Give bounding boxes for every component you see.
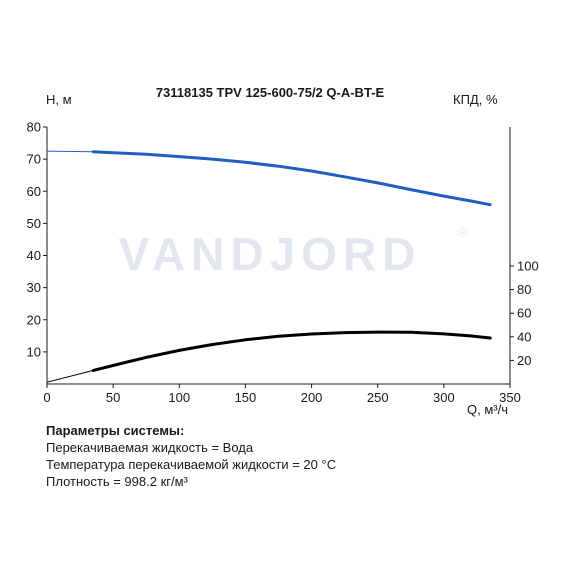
y-tick-label: 10 [27,344,41,359]
y-axis-title: H, м [46,92,72,107]
y2-axis-title: КПД, % [453,92,498,107]
x-tick-label: 100 [168,390,190,405]
x-tick-label: 350 [499,390,521,405]
system-parameters: Параметры системы: Перекачиваемая жидкос… [46,422,336,490]
params-liquid: Перекачиваемая жидкость = Вода [46,440,254,455]
series [46,150,492,383]
x-tick-label: 0 [43,390,50,405]
watermark-text: VANDJORD [119,228,422,280]
y2-tick-label: 40 [517,329,531,344]
y2-tick-label: 80 [517,282,531,297]
y2-tick-label: 60 [517,306,531,321]
x-axis-title: Q, м³/ч [467,402,508,417]
y2-tick-label: 100 [517,259,539,274]
chart-title: 73118135 TPV 125-600-75/2 Q-A-BT-E [156,85,385,100]
y-tick-label: 60 [27,184,41,199]
series-2-line [91,330,492,372]
y-tick-label: 70 [27,152,41,167]
x-tick-label: 200 [301,390,323,405]
watermark: VANDJORD ® [119,224,469,280]
y2-tick-label: 20 [517,353,531,368]
series-1-line [91,150,492,207]
params-heading: Параметры системы: [46,423,185,438]
watermark-registered-mark: ® [458,224,469,240]
params-density: Плотность = 998.2 кг/м³ [46,474,188,489]
x-tick-label: 50 [106,390,120,405]
axes: 10 20 30 40 50 60 70 80 0 50 100 150 200 250 300 350 20 4… [27,120,539,406]
y-tick-label: 40 [27,248,41,263]
params-temperature: Температура перекачиваемой жидкости = 20… [46,457,337,472]
y-tick-label: 80 [27,120,41,135]
x-tick-label: 300 [433,390,455,405]
x-tick-label: 150 [235,390,257,405]
y-tick-label: 50 [27,216,41,231]
y-tick-label: 20 [27,312,41,327]
series-1-extension-line [46,150,94,153]
x-tick-label: 250 [367,390,389,405]
series-2-extension-line [46,369,94,383]
y-tick-label: 30 [27,280,41,295]
